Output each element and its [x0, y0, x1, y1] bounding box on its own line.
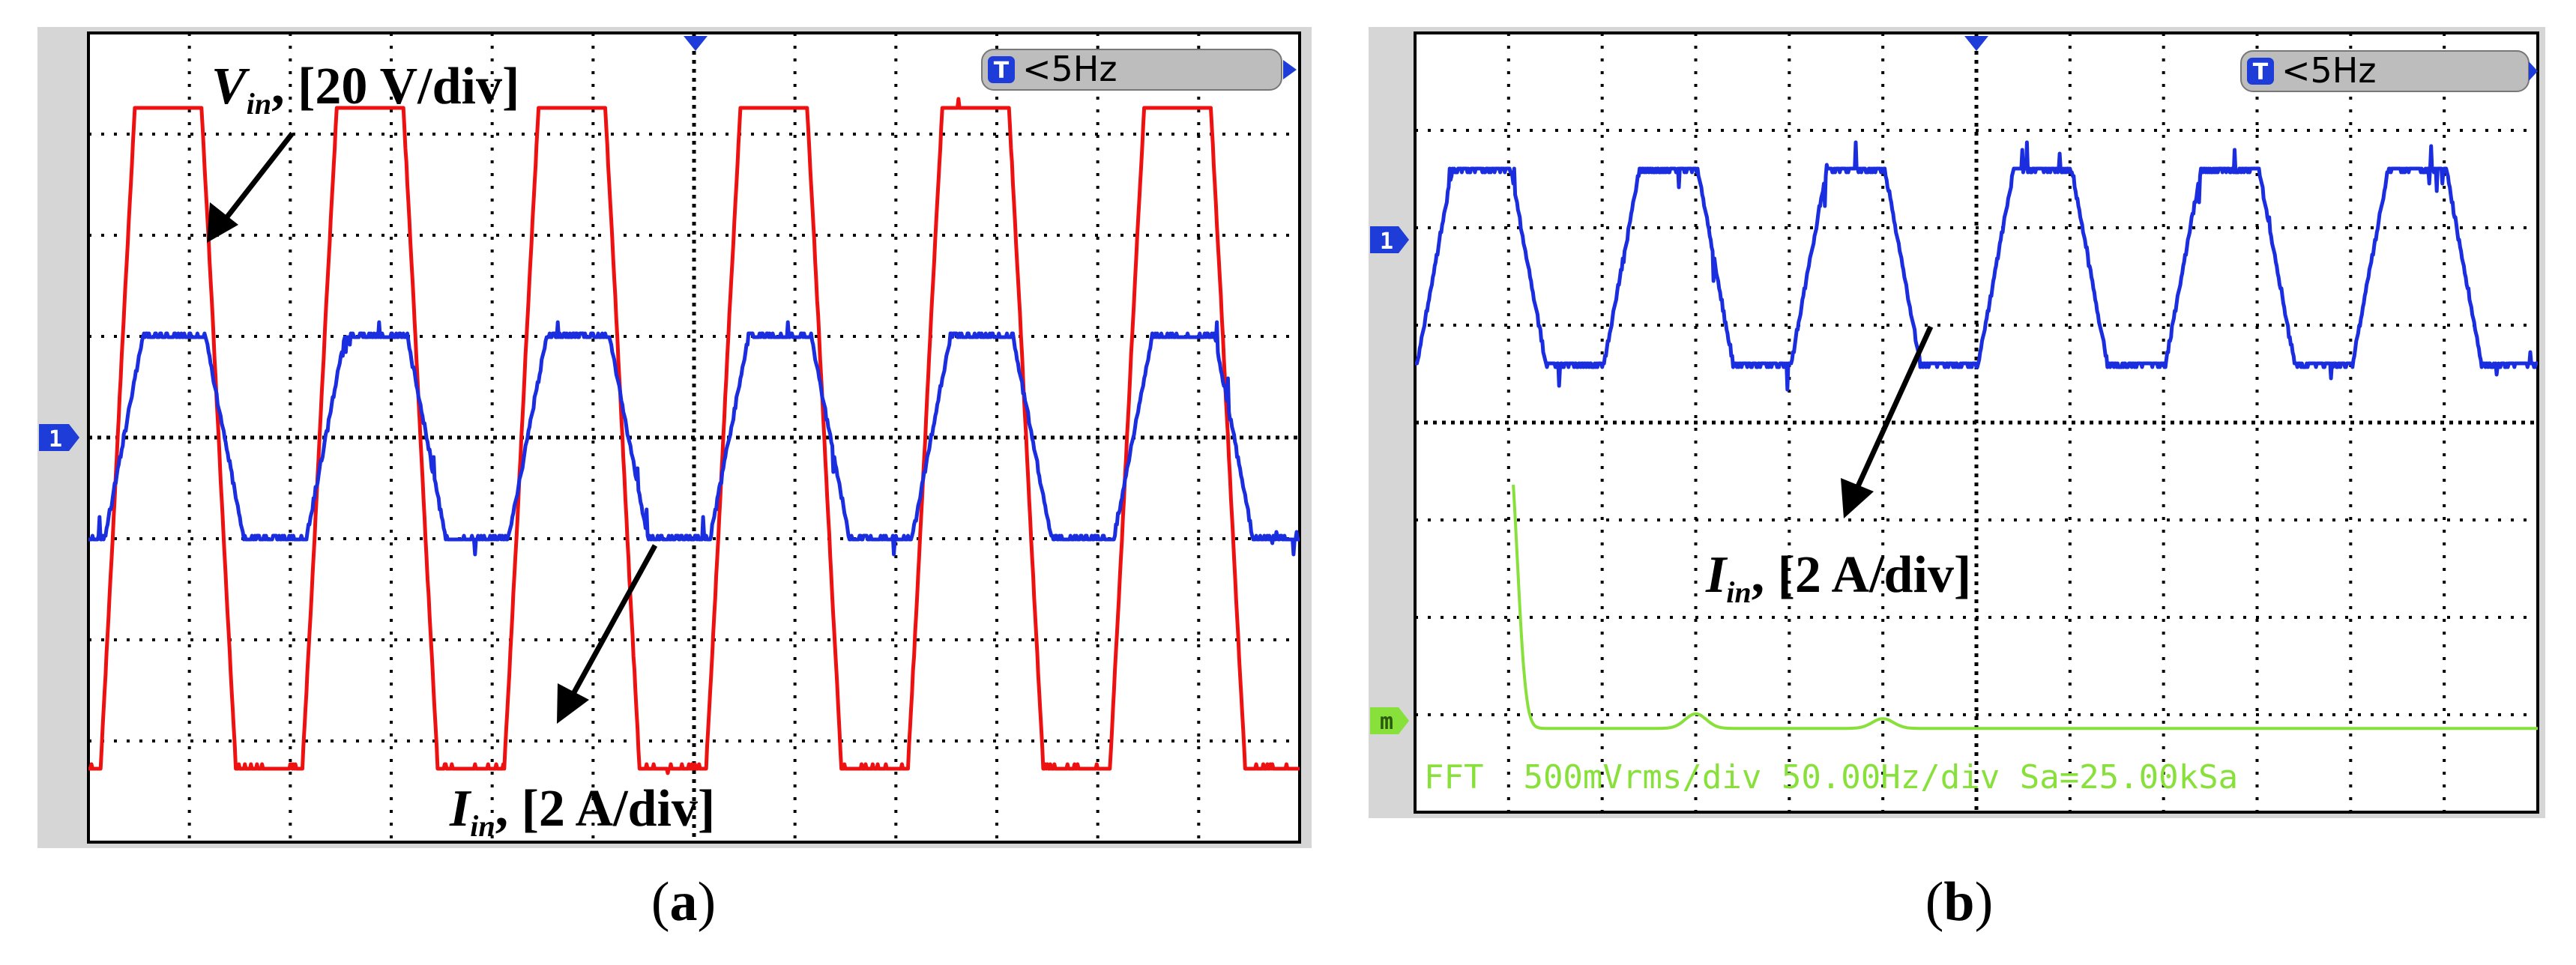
iin-label-a: Iin, [2 A/div]	[449, 780, 715, 843]
svg-text:1: 1	[49, 426, 62, 453]
trigger-pill-a: T <5Hz	[981, 49, 1297, 91]
trace-fft	[1512, 484, 2538, 730]
svg-text:m: m	[1380, 709, 1393, 735]
panel-a: T <5Hz 1 Vin, [20 V/div] Iin, [2 A/div] …	[37, 27, 1312, 933]
trigger-position-marker-a	[684, 36, 708, 51]
caption-b: (b)	[1925, 871, 1993, 933]
fft-readout: FFT 500mVrms/div 50.00Hz/div Sa=25.00kSa	[1424, 758, 2238, 796]
trigger-badge-a: T	[994, 58, 1010, 84]
svg-text:1: 1	[1380, 229, 1393, 255]
iin-label-b: Iin, [2 A/div]	[1705, 546, 1971, 609]
traces-b	[1414, 140, 2539, 730]
trace-iin-a	[87, 320, 1301, 557]
vin-label: Vin, [20 V/div]	[211, 58, 519, 121]
traces-a	[87, 97, 1301, 775]
trigger-label-a: <5Hz	[1022, 49, 1117, 89]
iin-arrow-b	[1841, 325, 1934, 518]
trigger-label-b: <5Hz	[2281, 50, 2377, 91]
trigger-pill-b: T <5Hz	[2240, 50, 2538, 92]
iin-arrow-a	[557, 544, 658, 724]
trace-iin-b	[1414, 140, 2539, 392]
trigger-position-marker-b	[1964, 36, 1988, 51]
channel-marker-b: 1	[1370, 226, 1409, 255]
channel-marker-a: 1	[39, 424, 79, 453]
panel-b: T <5Hz 1 m FFT 500mVrms/div 50.00Hz/div …	[1369, 27, 2545, 933]
trigger-badge-b: T	[2253, 59, 2269, 85]
grid-b	[1415, 33, 2538, 812]
trace-vin	[87, 97, 1301, 775]
math-marker-b: m	[1370, 707, 1409, 735]
vin-arrow	[207, 131, 295, 243]
caption-a: (a)	[651, 871, 716, 933]
